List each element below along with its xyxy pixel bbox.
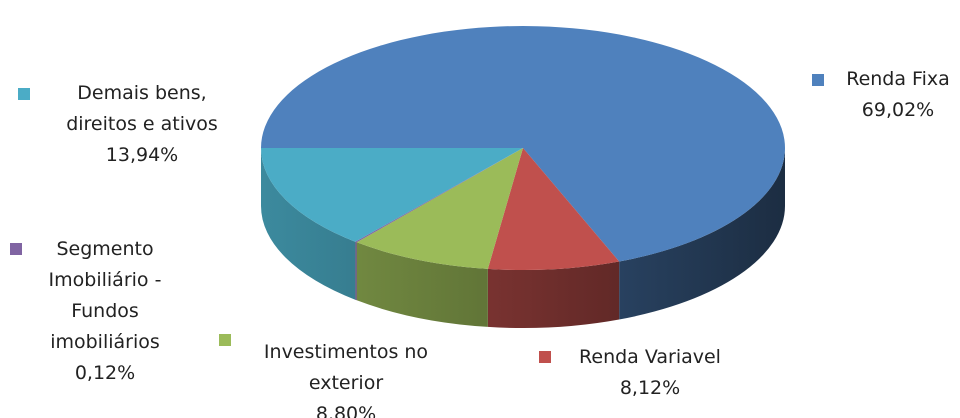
- legend-label: Segmento Imobiliário - Fundos imobiliári…: [48, 238, 162, 353]
- legend-marker: [10, 243, 22, 255]
- slice: [261, 148, 523, 242]
- legend-entry: Investimentos no exterior 8,80%: [240, 337, 452, 418]
- legend-label: Investimentos no exterior: [263, 341, 429, 394]
- legend-entry: Renda Variavel 8,12%: [560, 342, 740, 404]
- slice-wall: [355, 241, 357, 301]
- slice: [355, 148, 523, 243]
- legend-entry: Demais bens, direitos e ativos 13,94%: [52, 78, 232, 171]
- legend-marker: [18, 88, 30, 100]
- legend-entry: Renda Fixa 69,02%: [833, 64, 960, 126]
- slice-wall: [356, 242, 488, 327]
- legend-marker: [539, 351, 551, 363]
- legend-marker: [219, 334, 231, 346]
- data-label: 8,12%: [619, 377, 681, 399]
- data-label: 13,94%: [105, 144, 179, 166]
- legend-label: Demais bens, direitos e ativos: [66, 82, 218, 135]
- slice: [356, 148, 523, 269]
- slice: [487, 148, 620, 270]
- legend-label: Renda Variavel: [579, 346, 721, 368]
- slice: [261, 26, 785, 262]
- legend-label: Renda Fixa: [846, 68, 950, 90]
- slice-wall: [619, 148, 785, 320]
- data-label: 0,12%: [74, 362, 136, 384]
- legend-marker: [812, 74, 824, 86]
- data-label: 8,80%: [315, 403, 377, 418]
- legend-entry: Segmento Imobiliário - Fundos imobiliári…: [25, 234, 185, 389]
- slice-wall: [261, 148, 356, 300]
- data-label: 69,02%: [861, 99, 935, 121]
- slice-wall: [487, 261, 620, 328]
